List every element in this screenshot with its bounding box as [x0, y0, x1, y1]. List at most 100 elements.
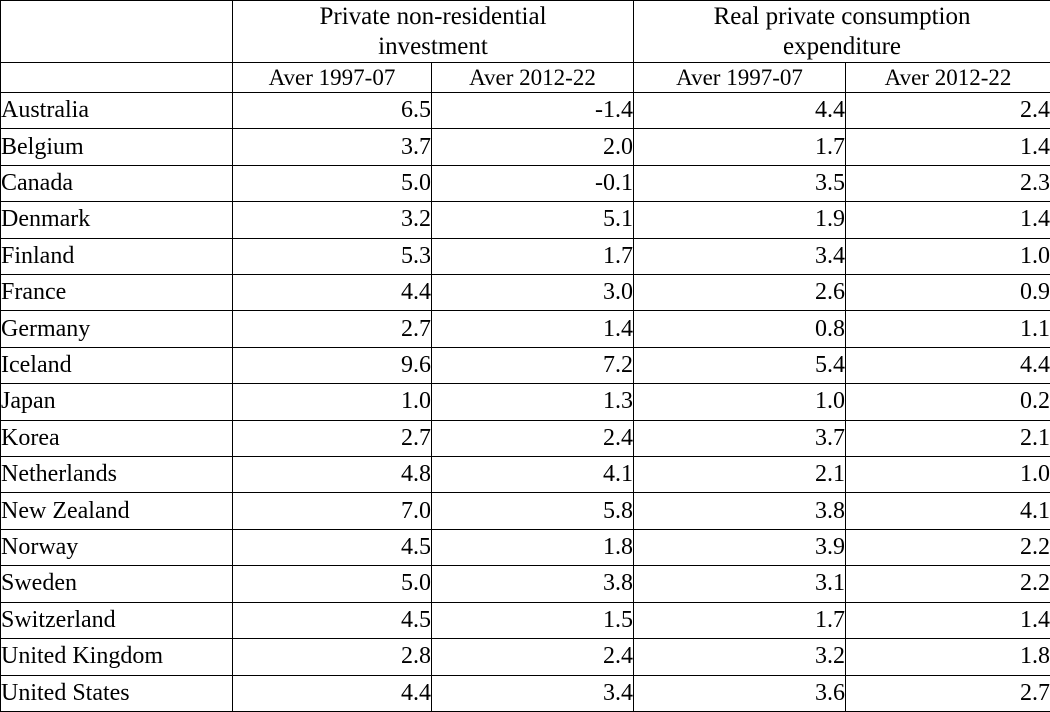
table-row: Switzerland 4.5 1.5 1.7 1.4 [0, 601, 1050, 640]
group-header-investment: Private non-residential investment [231, 0, 635, 63]
corner-cell-2 [0, 62, 233, 93]
value-cell: 4.4 [232, 674, 432, 712]
value-cell: 3.4 [430, 674, 635, 712]
sub-header-investment-1997-07: Aver 1997-07 [232, 62, 432, 93]
value-cell: 2.2 [845, 528, 1050, 567]
value-cell: 5.0 [232, 164, 432, 203]
value-cell: 3.8 [430, 565, 635, 603]
value-cell: -1.4 [430, 91, 635, 130]
table-row: Belgium 3.7 2.0 1.7 1.4 [0, 128, 1050, 166]
country-cell: Switzerland [0, 601, 233, 640]
value-cell: -0.1 [430, 164, 635, 203]
value-cell: 1.8 [430, 528, 635, 567]
country-cell: Japan [0, 383, 233, 421]
value-cell: 2.4 [845, 91, 1050, 130]
value-cell: 2.0 [430, 128, 635, 166]
value-cell: 1.0 [633, 383, 847, 421]
country-cell: United Kingdom [0, 638, 233, 676]
value-cell: 5.3 [232, 237, 432, 276]
value-cell: 1.1 [845, 310, 1050, 348]
value-cell: 1.7 [633, 601, 847, 640]
table-row: Korea 2.7 2.4 3.7 2.1 [0, 419, 1050, 458]
value-cell: 2.4 [430, 638, 635, 676]
country-cell: Netherlands [0, 456, 233, 494]
value-cell: 2.1 [845, 419, 1050, 458]
sub-header-consumption-2012-22: Aver 2012-22 [845, 62, 1050, 93]
value-cell: 3.2 [633, 638, 847, 676]
value-cell: 3.2 [232, 201, 432, 239]
table-body: Australia 6.5 -1.4 4.4 2.4 Belgium 3.7 2… [0, 91, 1050, 712]
table-row: United States 4.4 3.4 3.6 2.7 [0, 674, 1050, 712]
table-row: Finland 5.3 1.7 3.4 1.0 [0, 237, 1050, 276]
value-cell: 1.4 [845, 201, 1050, 239]
value-cell: 1.4 [430, 310, 635, 348]
table-row: Canada 5.0 -0.1 3.5 2.3 [0, 164, 1050, 203]
value-cell: 2.7 [232, 419, 432, 458]
value-cell: 3.7 [633, 419, 847, 458]
value-cell: 4.8 [232, 456, 432, 494]
value-cell: 2.7 [845, 674, 1050, 712]
country-cell: Finland [0, 237, 233, 276]
value-cell: 2.4 [430, 419, 635, 458]
country-cell: Denmark [0, 201, 233, 239]
value-cell: 1.0 [845, 237, 1050, 276]
value-cell: 1.9 [633, 201, 847, 239]
value-cell: 1.8 [845, 638, 1050, 676]
table-row: France 4.4 3.0 2.6 0.9 [0, 274, 1050, 312]
value-cell: 1.4 [845, 601, 1050, 640]
value-cell: 1.5 [430, 601, 635, 640]
group-header-row: Private non-residential investment Real … [0, 0, 1050, 63]
value-cell: 4.5 [232, 601, 432, 640]
value-cell: 1.0 [232, 383, 432, 421]
country-cell: United States [0, 674, 233, 712]
country-cell: Iceland [0, 346, 233, 385]
value-cell: 4.5 [232, 528, 432, 567]
group-header-consumption: Real private consumption expenditure [633, 0, 1050, 63]
value-cell: 3.8 [633, 492, 847, 530]
value-cell: 1.7 [430, 237, 635, 276]
value-cell: 5.0 [232, 565, 432, 603]
corner-cell [0, 0, 233, 63]
table-row: Sweden 5.0 3.8 3.1 2.2 [0, 565, 1050, 603]
value-cell: 4.1 [845, 492, 1050, 530]
value-cell: 2.2 [845, 565, 1050, 603]
country-cell: Belgium [0, 128, 233, 166]
sub-header-investment-2012-22: Aver 2012-22 [430, 62, 635, 93]
value-cell: 9.6 [232, 346, 432, 385]
value-cell: 7.2 [430, 346, 635, 385]
value-cell: 2.1 [633, 456, 847, 494]
country-cell: Canada [0, 164, 233, 203]
country-cell: France [0, 274, 233, 312]
country-cell: New Zealand [0, 492, 233, 530]
sub-header-consumption-1997-07: Aver 1997-07 [633, 62, 847, 93]
value-cell: 2.7 [232, 310, 432, 348]
table-row: Netherlands 4.8 4.1 2.1 1.0 [0, 456, 1050, 494]
table-row: Germany 2.7 1.4 0.8 1.1 [0, 310, 1050, 348]
value-cell: 3.0 [430, 274, 635, 312]
country-cell: Australia [0, 91, 233, 130]
value-cell: 5.4 [633, 346, 847, 385]
value-cell: 3.1 [633, 565, 847, 603]
value-cell: 1.7 [633, 128, 847, 166]
value-cell: 1.3 [430, 383, 635, 421]
value-cell: 0.8 [633, 310, 847, 348]
value-cell: 4.4 [633, 91, 847, 130]
value-cell: 3.4 [633, 237, 847, 276]
value-cell: 2.6 [633, 274, 847, 312]
value-cell: 4.4 [845, 346, 1050, 385]
table-row: Norway 4.5 1.8 3.9 2.2 [0, 528, 1050, 567]
value-cell: 3.6 [633, 674, 847, 712]
value-cell: 6.5 [232, 91, 432, 130]
country-cell: Korea [0, 419, 233, 458]
value-cell: 2.3 [845, 164, 1050, 203]
table-row: Japan 1.0 1.3 1.0 0.2 [0, 383, 1050, 421]
country-cell: Sweden [0, 565, 233, 603]
value-cell: 0.9 [845, 274, 1050, 312]
value-cell: 4.1 [430, 456, 635, 494]
value-cell: 0.2 [845, 383, 1050, 421]
value-cell: 1.4 [845, 128, 1050, 166]
value-cell: 3.9 [633, 528, 847, 567]
value-cell: 1.0 [845, 456, 1050, 494]
